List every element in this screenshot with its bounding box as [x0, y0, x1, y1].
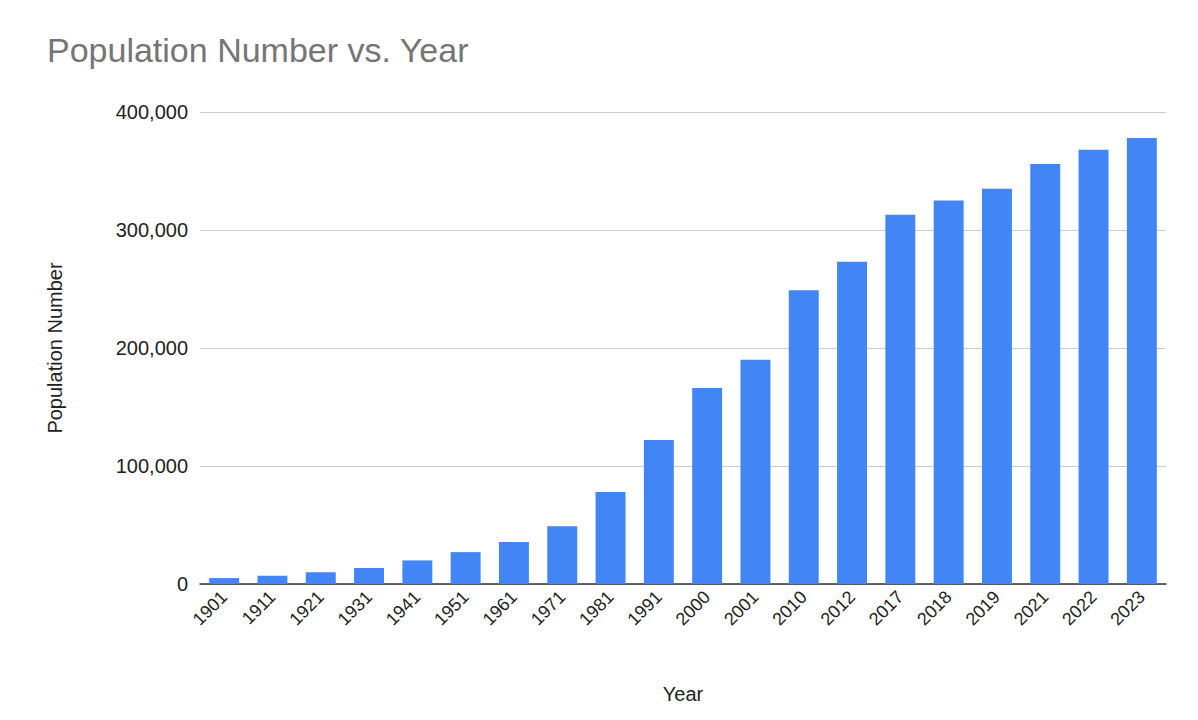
- svg-text:100,000: 100,000: [116, 455, 188, 477]
- svg-text:400,000: 400,000: [116, 101, 188, 123]
- svg-text:2021: 2021: [1010, 587, 1052, 629]
- svg-text:2010: 2010: [768, 587, 810, 629]
- svg-text:1991: 1991: [623, 587, 665, 629]
- svg-text:1971: 1971: [527, 587, 569, 629]
- svg-text:200,000: 200,000: [116, 337, 188, 359]
- svg-text:1931: 1931: [334, 587, 376, 629]
- svg-text:1911: 1911: [238, 587, 279, 628]
- svg-text:1901: 1901: [189, 587, 231, 629]
- svg-text:2017: 2017: [865, 587, 907, 629]
- svg-text:Population Number: Population Number: [44, 262, 66, 434]
- svg-text:Year: Year: [663, 683, 704, 705]
- svg-text:2023: 2023: [1106, 587, 1148, 629]
- svg-text:2001: 2001: [720, 587, 762, 629]
- svg-text:2019: 2019: [962, 587, 1004, 629]
- svg-text:Population Number vs. Year: Population Number vs. Year: [47, 31, 468, 69]
- svg-text:2000: 2000: [672, 587, 714, 629]
- svg-text:1981: 1981: [575, 587, 617, 629]
- svg-text:1921: 1921: [285, 587, 327, 629]
- svg-text:1961: 1961: [479, 587, 521, 629]
- svg-text:300,000: 300,000: [116, 219, 188, 241]
- svg-text:0: 0: [177, 573, 188, 595]
- svg-text:1941: 1941: [382, 587, 424, 629]
- svg-text:2018: 2018: [913, 587, 955, 629]
- svg-text:2012: 2012: [817, 587, 859, 629]
- svg-text:2022: 2022: [1058, 587, 1100, 629]
- svg-text:1951: 1951: [430, 587, 472, 629]
